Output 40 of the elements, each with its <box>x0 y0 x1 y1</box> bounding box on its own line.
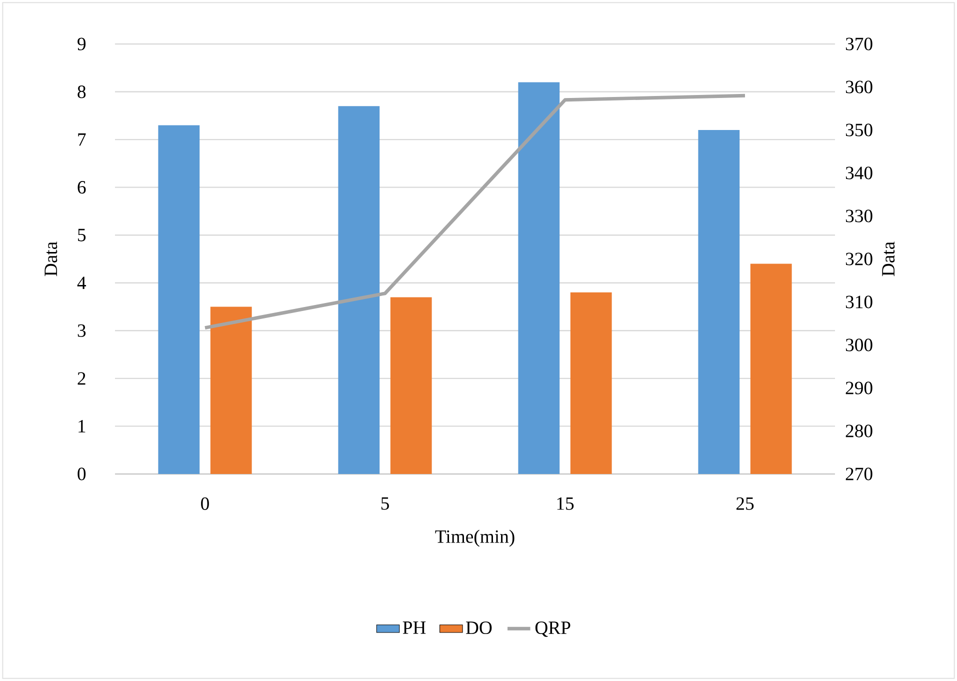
bar <box>518 82 560 474</box>
x-tick-label: 25 <box>736 497 754 510</box>
y-axis-title: Data <box>44 242 58 276</box>
bar <box>750 264 792 474</box>
y2-tick-label: 350 <box>846 124 872 136</box>
y-tick-label: 7 <box>78 133 86 146</box>
bar <box>698 130 740 474</box>
x-tick-label: 15 <box>557 497 574 510</box>
bar <box>210 306 252 474</box>
bar <box>158 125 200 474</box>
line-series <box>203 94 747 330</box>
bar <box>390 297 432 474</box>
y2-tick-label: 290 <box>846 382 872 394</box>
legend-label: QRP <box>535 621 570 637</box>
y2-tick-label: 320 <box>846 252 872 266</box>
y2-tick-label: 360 <box>846 80 872 94</box>
bar <box>570 292 612 474</box>
x-tick-label: 0 <box>201 497 209 510</box>
y2-axis-title: Data <box>882 242 895 276</box>
y-tick-label: 8 <box>78 85 86 98</box>
y-tick-label: 3 <box>78 324 86 337</box>
y-tick-label: 6 <box>78 181 86 194</box>
y2-tick-label: 280 <box>846 424 872 438</box>
y-tick-label: 1 <box>78 420 86 432</box>
y2-tick-label: 310 <box>846 296 872 308</box>
legend-label: PH <box>402 622 426 634</box>
y2-tick-label: 300 <box>846 338 872 352</box>
y-tick-label: 5 <box>78 228 86 242</box>
y-tick-label: 4 <box>77 276 86 290</box>
y2-tick-label: 330 <box>846 210 872 222</box>
y2-tick-label: 340 <box>846 166 872 180</box>
x-tick-label: 5 <box>381 497 389 510</box>
x-axis-title: Time(min) <box>435 530 514 547</box>
y2-tick-label: 270 <box>846 468 872 480</box>
legend-label: DO <box>466 621 492 634</box>
y-tick-label: 0 <box>78 468 86 480</box>
bar <box>338 106 380 474</box>
y-tick-label: 9 <box>78 38 86 50</box>
y2-tick-label: 370 <box>846 38 872 50</box>
y-tick-label: 2 <box>78 372 86 385</box>
